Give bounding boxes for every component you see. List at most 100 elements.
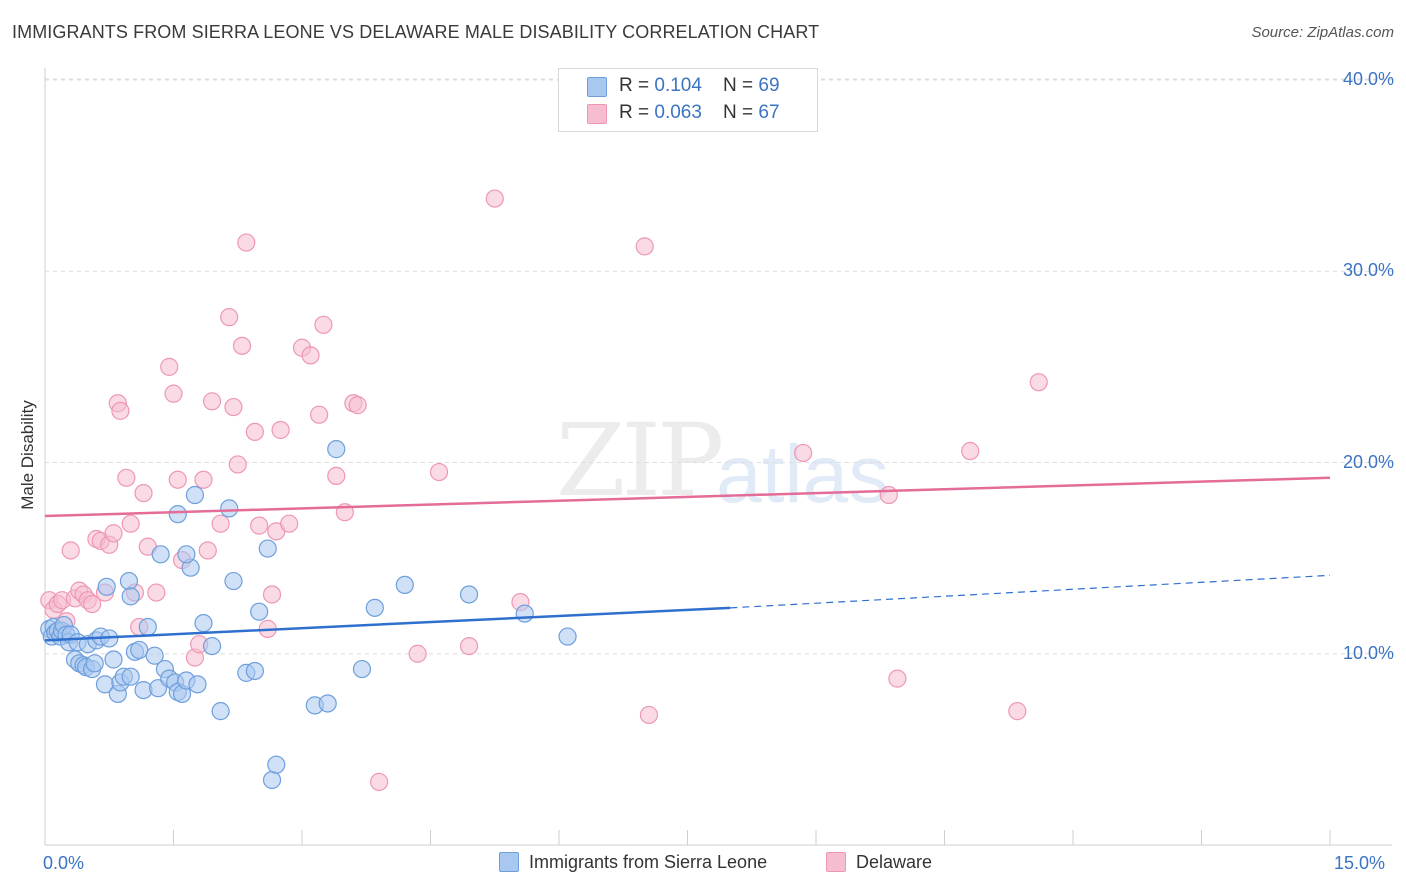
legend-n-label: N = bbox=[723, 102, 759, 123]
point-delaware bbox=[250, 516, 269, 535]
point-delaware bbox=[194, 470, 213, 489]
point-sierra-leone bbox=[151, 545, 170, 564]
point-delaware bbox=[1029, 373, 1048, 392]
point-sierra-leone bbox=[188, 675, 207, 694]
chart-title: IMMIGRANTS FROM SIERRA LEONE VS DELAWARE… bbox=[12, 22, 820, 42]
point-delaware bbox=[408, 644, 427, 663]
point-delaware bbox=[61, 541, 80, 560]
point-delaware bbox=[245, 422, 264, 441]
point-sierra-leone bbox=[85, 654, 104, 673]
point-sierra-leone bbox=[258, 539, 277, 558]
point-delaware bbox=[232, 336, 252, 355]
point-delaware bbox=[794, 443, 813, 463]
point-sierra-leone bbox=[558, 627, 577, 646]
legend-r-value: 0.104 bbox=[654, 75, 702, 96]
point-sierra-leone bbox=[395, 575, 414, 595]
point-delaware bbox=[220, 308, 239, 327]
point-sierra-leone bbox=[138, 617, 157, 637]
stats-legend: R = 0.104 N = 69 R = 0.063 N = 67 bbox=[558, 68, 818, 132]
legend-text: R = 0.063 N = 67 bbox=[619, 102, 780, 124]
bottom-legend-swatch-blue bbox=[499, 852, 519, 872]
point-delaware bbox=[429, 462, 449, 482]
point-sierra-leone bbox=[168, 505, 187, 524]
point-sierra-leone bbox=[327, 440, 346, 459]
point-delaware bbox=[1008, 702, 1027, 721]
point-delaware bbox=[961, 441, 980, 461]
point-delaware bbox=[888, 669, 907, 688]
point-sierra-leone bbox=[515, 604, 534, 623]
point-delaware bbox=[164, 384, 183, 403]
legend-r-value: 0.063 bbox=[654, 102, 702, 123]
legend-n-value: 67 bbox=[758, 102, 780, 123]
point-sierra-leone bbox=[97, 577, 116, 596]
point-sierra-leone bbox=[352, 659, 372, 679]
point-sierra-leone bbox=[177, 545, 196, 564]
point-delaware bbox=[117, 468, 136, 487]
point-sierra-leone bbox=[365, 598, 384, 617]
point-sierra-leone bbox=[267, 755, 286, 774]
bottom-legend-sierra-leone: Immigrants from Sierra Leone bbox=[499, 852, 767, 873]
point-sierra-leone bbox=[145, 646, 164, 665]
source-label: Source: ZipAtlas.com bbox=[1251, 24, 1394, 41]
point-delaware bbox=[228, 455, 247, 474]
point-sierra-leone bbox=[202, 636, 222, 656]
point-sierra-leone bbox=[262, 770, 282, 790]
point-delaware bbox=[134, 484, 153, 503]
point-sierra-leone bbox=[104, 650, 123, 669]
x-tick-label-min: 0.0% bbox=[43, 853, 85, 873]
point-sierra-leone bbox=[211, 702, 230, 721]
point-delaware bbox=[211, 514, 230, 533]
legend-swatch-pink bbox=[587, 104, 607, 124]
point-delaware bbox=[280, 514, 299, 533]
point-delaware bbox=[104, 524, 123, 543]
y-tick-label: 10.0% bbox=[1342, 642, 1394, 663]
point-delaware bbox=[348, 396, 367, 415]
point-sierra-leone bbox=[121, 667, 140, 686]
bottom-legend-label: Delaware bbox=[856, 852, 933, 872]
point-delaware bbox=[327, 466, 346, 485]
point-sierra-leone bbox=[194, 614, 213, 633]
point-delaware bbox=[310, 405, 329, 424]
trendline-sierra-leone bbox=[44, 606, 731, 642]
point-delaware bbox=[879, 485, 898, 505]
point-delaware bbox=[485, 189, 504, 208]
legend-swatch-blue bbox=[587, 77, 607, 97]
point-delaware bbox=[271, 420, 290, 440]
point-delaware bbox=[202, 392, 222, 411]
x-tick-label-max: 15.0% bbox=[1334, 853, 1386, 873]
point-delaware bbox=[314, 315, 333, 334]
y-tick-label: 40.0% bbox=[1342, 69, 1394, 89]
point-delaware bbox=[168, 470, 187, 489]
bottom-legend-label: Immigrants from Sierra Leone bbox=[529, 852, 768, 872]
point-sierra-leone bbox=[130, 640, 149, 660]
point-delaware bbox=[635, 237, 654, 256]
point-delaware bbox=[262, 585, 282, 604]
point-sierra-leone bbox=[185, 485, 205, 505]
point-sierra-leone bbox=[224, 571, 243, 591]
point-delaware bbox=[121, 514, 140, 533]
point-delaware bbox=[370, 772, 389, 791]
point-sierra-leone bbox=[318, 694, 337, 713]
y-tick-label: 20.0% bbox=[1342, 451, 1394, 472]
legend-r-label: R = bbox=[619, 102, 655, 123]
point-delaware bbox=[83, 594, 102, 614]
point-delaware bbox=[198, 541, 217, 560]
point-delaware bbox=[111, 401, 130, 420]
point-sierra-leone bbox=[121, 587, 140, 606]
trendline-delaware bbox=[44, 476, 1331, 518]
point-delaware bbox=[639, 705, 659, 725]
point-sierra-leone bbox=[250, 602, 269, 621]
point-delaware bbox=[160, 357, 179, 376]
point-delaware bbox=[224, 397, 243, 417]
point-sierra-leone bbox=[119, 571, 139, 591]
point-sierra-leone bbox=[459, 585, 479, 604]
bottom-legend-delaware: Delaware bbox=[826, 852, 932, 873]
legend-r-label: R = bbox=[619, 75, 655, 96]
point-delaware bbox=[147, 583, 166, 602]
legend-n-label: N = bbox=[723, 75, 759, 96]
trendline-extension-sierra-leone bbox=[730, 574, 1331, 609]
legend-text: R = 0.104 N = 69 bbox=[619, 75, 780, 97]
legend-n-value: 69 bbox=[758, 75, 780, 96]
bottom-legend-swatch-pink bbox=[826, 852, 846, 872]
